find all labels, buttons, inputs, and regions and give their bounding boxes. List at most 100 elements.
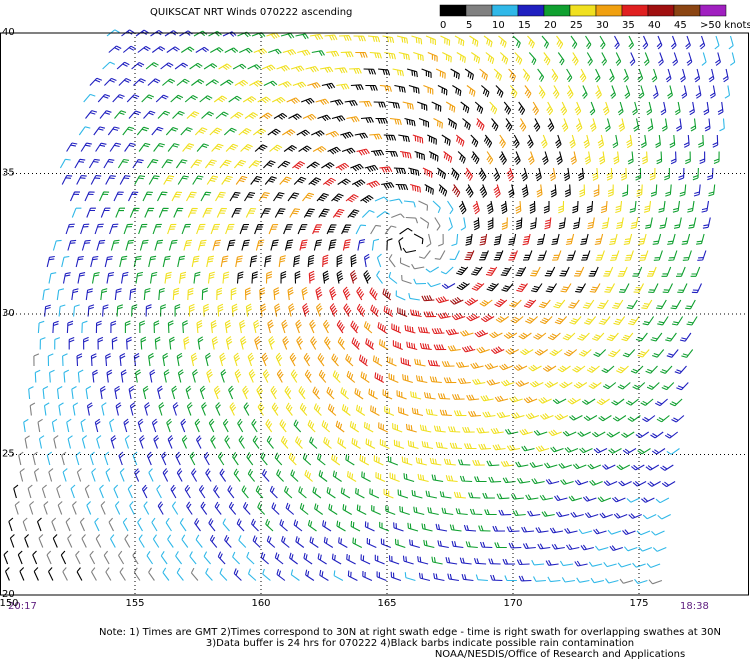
wind-barb (501, 283, 514, 292)
wind-barb (397, 307, 408, 318)
wind-barb (140, 336, 147, 350)
wind-barb (632, 382, 646, 390)
wind-barb (357, 239, 366, 251)
wind-barb (627, 415, 641, 422)
wind-barb (242, 96, 257, 103)
wind-barb (427, 359, 441, 367)
wind-barb (189, 451, 196, 466)
wind-barb (605, 578, 619, 584)
wind-barb (527, 35, 535, 49)
wind-barb (54, 337, 60, 350)
wind-barb (190, 352, 198, 367)
wind-barb (580, 544, 594, 551)
wind-barb (655, 299, 667, 310)
wind-barb (479, 184, 488, 198)
wind-barb (356, 504, 367, 515)
wind-barb (541, 35, 549, 49)
wind-barb (396, 35, 409, 44)
wind-barb (303, 552, 313, 565)
wind-barb (102, 304, 109, 317)
wind-barb (491, 118, 499, 132)
wind-barb (537, 250, 547, 261)
wind-barb (129, 207, 140, 218)
wind-barb (474, 329, 489, 338)
wind-barb (354, 132, 368, 139)
wind-barb (265, 518, 274, 532)
wind-barb (138, 223, 148, 235)
wind-barb (355, 224, 367, 235)
wind-barb (231, 207, 242, 218)
wind-barb (312, 386, 321, 400)
wind-barb (193, 271, 201, 284)
wind-barb (99, 191, 110, 202)
wind-barb (71, 501, 77, 515)
wind-barb (473, 217, 480, 231)
wind-barb (207, 271, 215, 284)
wind-barb (515, 200, 522, 214)
wind-barb (624, 250, 634, 261)
wind-barb (327, 146, 341, 155)
wind-barb (423, 392, 436, 400)
wind-barb (415, 457, 427, 466)
wind-barb (269, 485, 278, 499)
wind-barb (181, 223, 191, 235)
wind-barb (90, 255, 99, 268)
wind-barb (352, 537, 363, 548)
wind-barb (526, 134, 534, 149)
wind-barb (589, 479, 603, 486)
wind-barb (24, 534, 29, 548)
wind-barb (591, 431, 606, 438)
wind-barb (528, 52, 537, 66)
wind-barb (435, 296, 449, 304)
wind-barb (99, 484, 104, 499)
wind-barb (452, 184, 461, 198)
wind-barb (250, 175, 263, 185)
wind-barb (277, 160, 291, 169)
wind-barb (99, 110, 112, 119)
wind-barb (110, 239, 120, 251)
wind-barb (670, 299, 682, 310)
wind-barb (525, 412, 540, 420)
wind-barb (606, 167, 613, 181)
wind-barb (568, 299, 580, 309)
wind-barb (158, 287, 165, 301)
wind-barb (371, 505, 381, 516)
wind-barb (315, 98, 330, 106)
wind-barb (573, 217, 581, 230)
wind-barb (555, 511, 570, 518)
wind-barb (374, 196, 389, 202)
wind-barb (209, 127, 223, 136)
wind-barb (427, 51, 438, 62)
wind-barb (119, 468, 125, 482)
wind-barb (676, 382, 689, 391)
wind-barb (461, 573, 474, 582)
wind-barb (722, 68, 729, 83)
wind-barb (78, 126, 91, 136)
wind-barb (695, 85, 702, 99)
wind-barb (114, 501, 121, 515)
wind-barb (181, 435, 188, 449)
legend-swatch (491, 4, 519, 17)
wind-barb (561, 577, 575, 583)
wind-barb (206, 369, 213, 383)
wind-barb (423, 311, 437, 318)
wind-barb (567, 397, 581, 405)
wind-barb (545, 560, 559, 566)
wind-barb (422, 167, 433, 178)
wind-barb (486, 151, 494, 165)
wind-barb (234, 369, 242, 383)
wind-barb (336, 254, 343, 267)
wind-barb (601, 365, 615, 374)
wind-barb (217, 303, 224, 317)
wind-barb (525, 316, 538, 324)
wind-barb (661, 481, 676, 488)
wind-barb (157, 501, 164, 515)
lon-tick-label: 155 (125, 598, 144, 609)
wind-barb (574, 479, 589, 486)
wind-barb (298, 386, 306, 400)
wind-barb (269, 144, 283, 152)
wind-barb (391, 323, 402, 334)
wind-barb (83, 93, 96, 103)
wind-barb (388, 101, 400, 109)
wind-barb (278, 255, 286, 268)
